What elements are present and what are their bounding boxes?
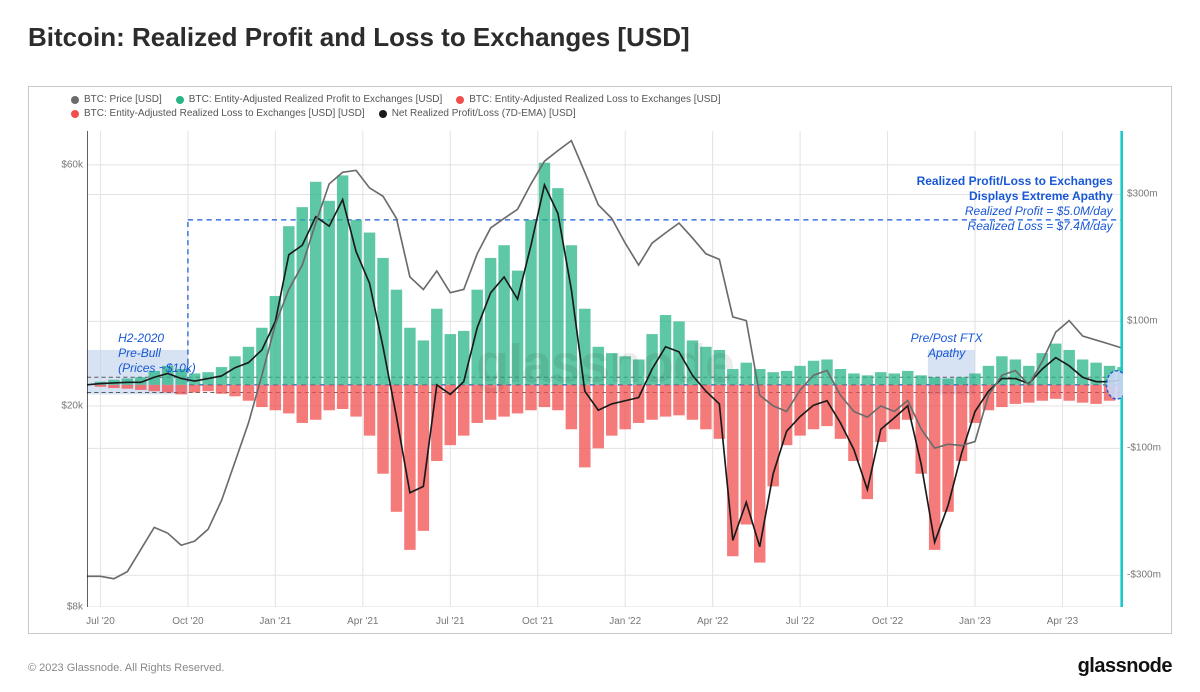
x-tick: Apr '23 — [1047, 616, 1078, 627]
copyright: © 2023 Glassnode. All Rights Reserved. — [28, 662, 224, 674]
y-left-tick: $8k — [29, 602, 83, 613]
x-tick: Jul '22 — [786, 616, 815, 627]
x-tick: Jan '22 — [609, 616, 641, 627]
legend: BTC: Price [USD]BTC: Entity-Adjusted Rea… — [71, 93, 1163, 121]
annot-apathy: Realized Profit/Loss to Exchanges Displa… — [917, 174, 1113, 234]
x-tick: Oct '22 — [872, 616, 903, 627]
x-tick: Oct '21 — [522, 616, 553, 627]
legend-item: BTC: Entity-Adjusted Realized Loss to Ex… — [456, 93, 720, 107]
x-tick: Jul '20 — [86, 616, 115, 627]
legend-item: BTC: Entity-Adjusted Realized Loss to Ex… — [71, 107, 365, 121]
brand-logo: glassnode — [1078, 655, 1172, 678]
x-tick: Apr '21 — [347, 616, 378, 627]
annot-h2-2020: H2-2020 Pre-Bull (Prices ~$10k) — [118, 331, 196, 376]
chart-frame: BTC: Price [USD]BTC: Entity-Adjusted Rea… — [28, 86, 1172, 634]
plot-area: glassnode H2-2020 Pre-Bull (Prices ~$10k… — [87, 131, 1123, 607]
legend-item: BTC: Entity-Adjusted Realized Profit to … — [176, 93, 442, 107]
y-left-tick: $60k — [29, 159, 83, 170]
legend-item: Net Realized Profit/Loss (7D-EMA) [USD] — [379, 107, 576, 121]
y-right-tick: $100m — [1127, 316, 1171, 327]
y-right-tick: $300m — [1127, 189, 1171, 200]
x-tick: Jan '21 — [259, 616, 291, 627]
annot-ftx: Pre/Post FTX Apathy — [911, 331, 983, 361]
y-left-tick: $20k — [29, 400, 83, 411]
y-right-tick: -$100m — [1127, 443, 1171, 454]
x-tick: Apr '22 — [697, 616, 728, 627]
x-tick: Oct '20 — [172, 616, 203, 627]
x-tick: Jan '23 — [959, 616, 991, 627]
legend-item: BTC: Price [USD] — [71, 93, 162, 107]
x-tick: Jul '21 — [436, 616, 465, 627]
chart-title: Bitcoin: Realized Profit and Loss to Exc… — [28, 22, 690, 53]
y-right-tick: -$300m — [1127, 570, 1171, 581]
